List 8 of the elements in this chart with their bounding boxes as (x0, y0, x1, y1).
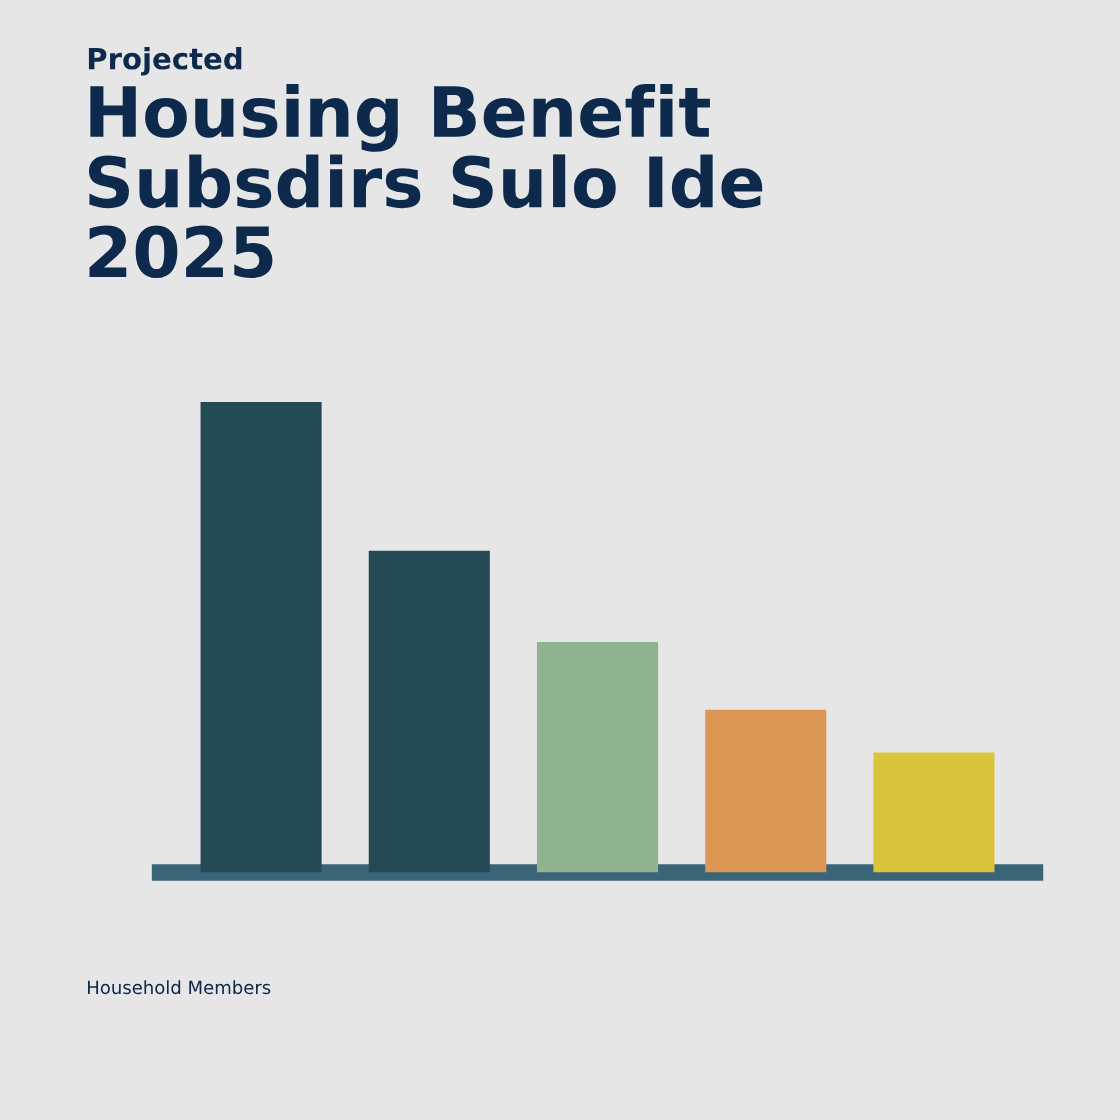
chart-subtitle: Projected (88, 47, 242, 76)
bar (873, 752, 995, 873)
bar (200, 402, 322, 873)
bar (536, 641, 659, 873)
text: Household Members (88, 980, 271, 995)
chart-title: Housing Benefit Subsdirs Sulo Ide 2025 (88, 84, 763, 278)
bar (705, 709, 827, 873)
bar (368, 550, 490, 873)
